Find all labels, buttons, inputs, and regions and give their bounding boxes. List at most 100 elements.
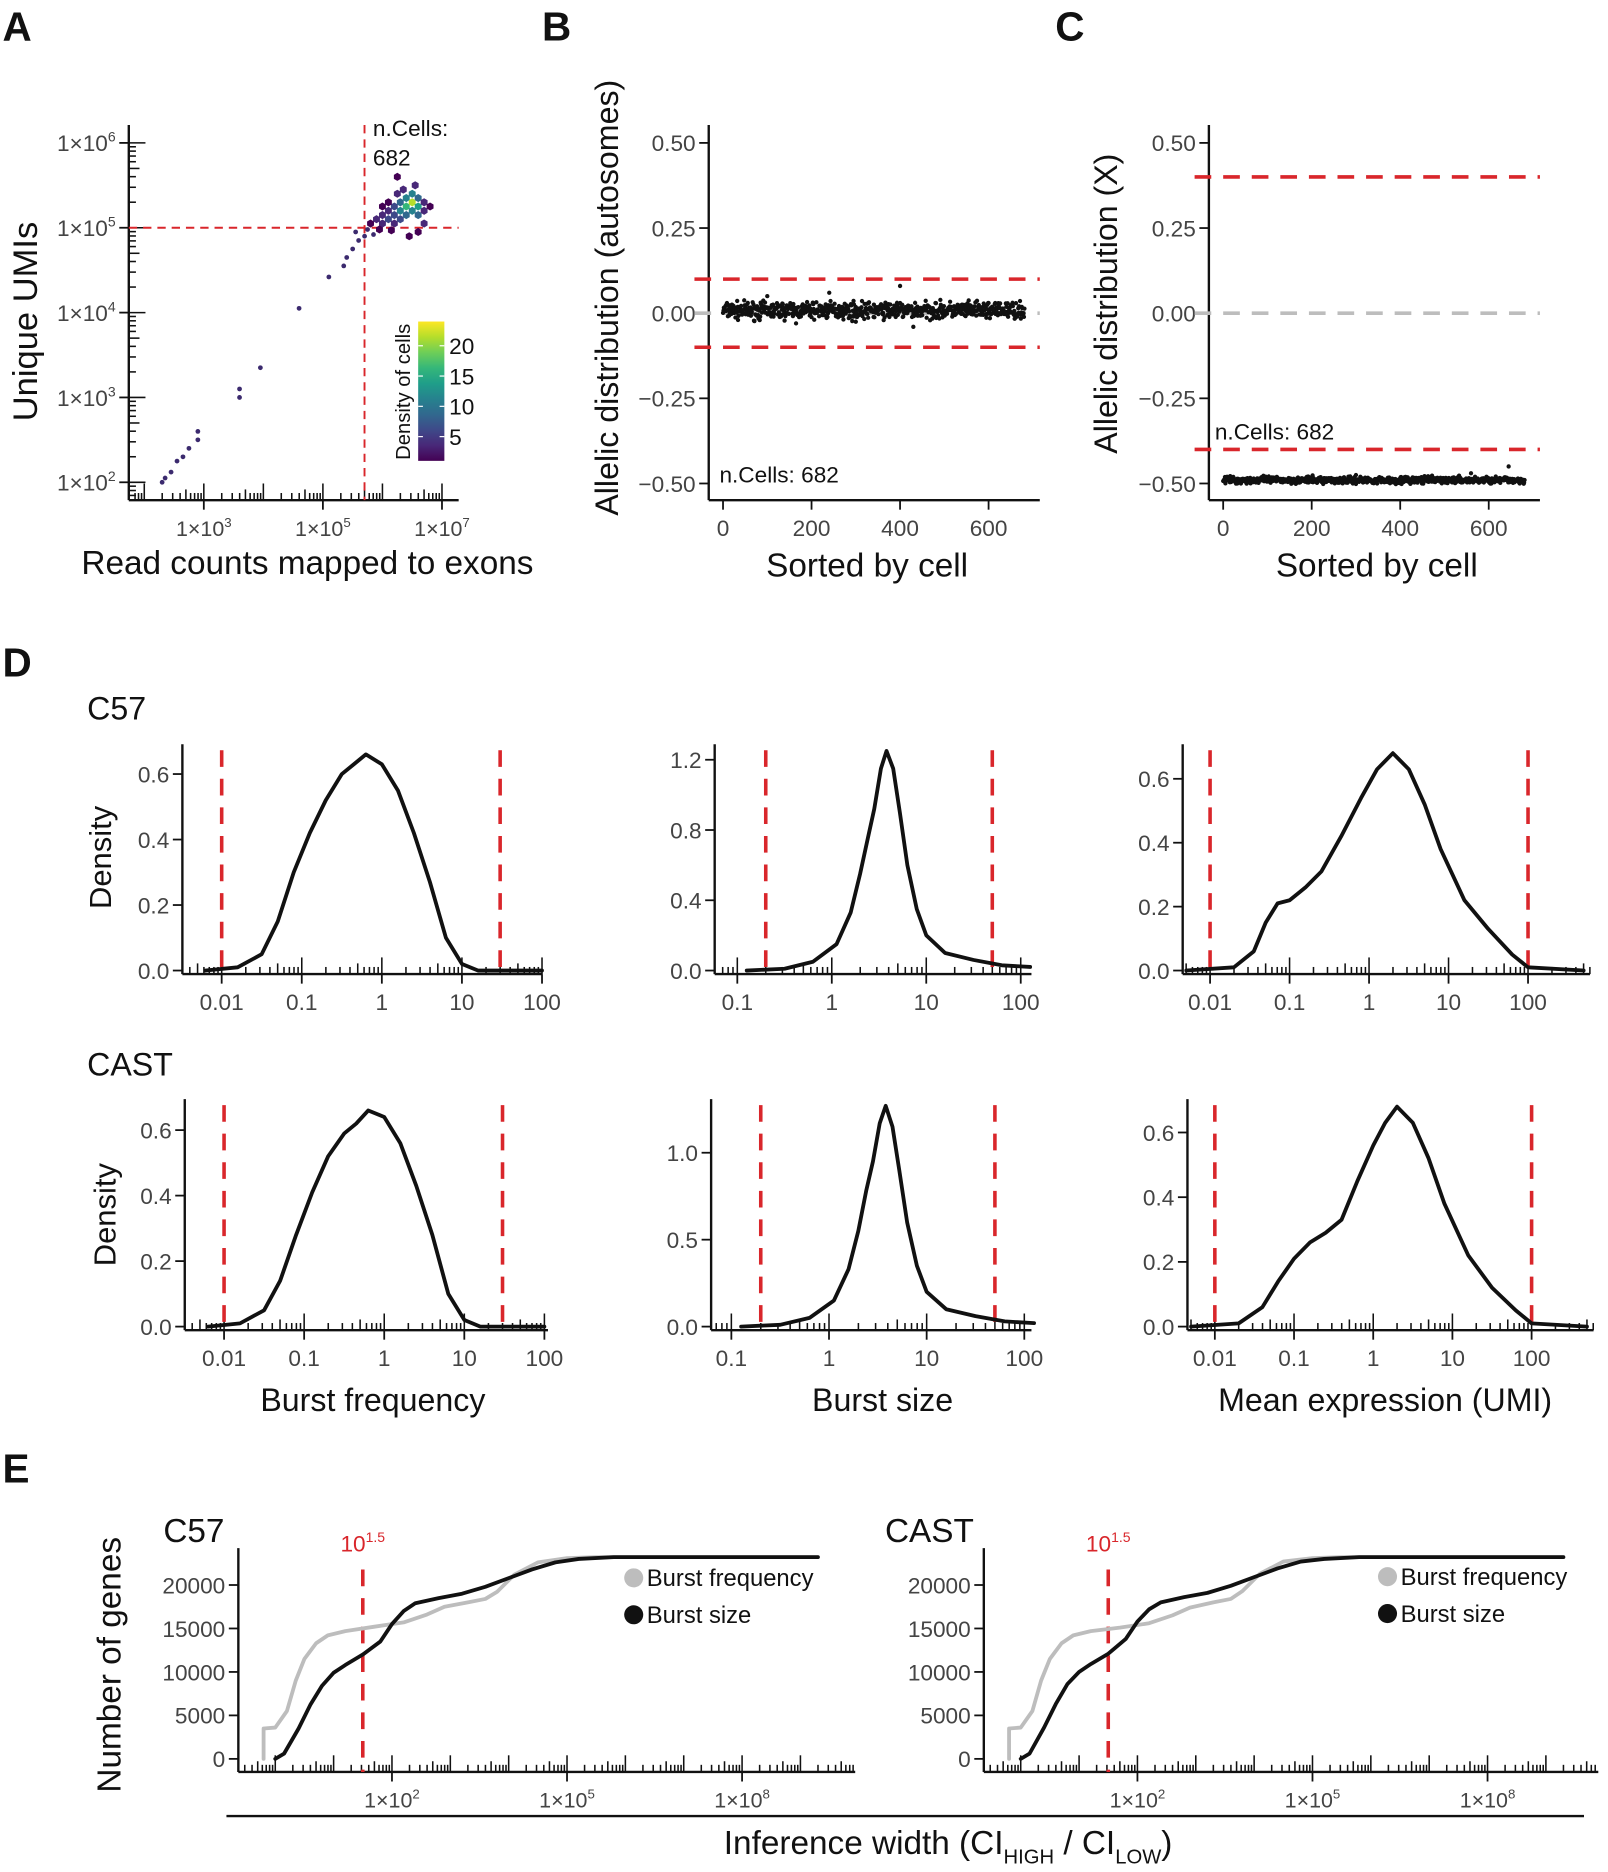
legend-label-burst-frequency: Burst frequency	[1401, 1564, 1568, 1591]
b-x-axis-label: Sorted by cell	[766, 547, 968, 584]
e-xlabel-part: )	[1161, 1825, 1172, 1862]
d-y-axis-label-top: Density	[83, 805, 118, 909]
x-tick-label: 200	[793, 516, 831, 541]
y-tick-label: 10000	[162, 1660, 225, 1685]
data-point	[1522, 477, 1527, 483]
y-tick-label: 1.0	[667, 1141, 698, 1166]
e-y-axis-label: Number of genes	[91, 1537, 128, 1793]
y-tick-label: −0.25	[1139, 387, 1196, 412]
hexbin	[390, 211, 398, 220]
series-line-burst-frequency	[1007, 1555, 1566, 1761]
data-point	[195, 429, 201, 434]
a-ncells-value: 682	[373, 146, 411, 171]
hexbin	[402, 193, 410, 203]
d-y-axis-label-bottom: Density	[88, 1163, 123, 1267]
data-point	[828, 298, 833, 304]
e-left-legend: Burst frequency Burst size	[624, 1565, 814, 1629]
data-point	[968, 303, 973, 308]
data-point	[897, 283, 903, 289]
data-point	[1010, 304, 1016, 309]
data-point	[168, 469, 174, 475]
x-tick-label: 1×105	[1285, 1787, 1341, 1813]
x-tick-label: 1×105	[295, 515, 351, 541]
hexbin	[387, 226, 395, 235]
y-tick-label: 15000	[908, 1617, 971, 1642]
data-point	[758, 314, 763, 319]
y-tick-label: 1×102	[57, 468, 116, 496]
x-tick-label: 100	[1002, 990, 1040, 1015]
data-point	[859, 305, 864, 310]
data-point	[350, 246, 356, 252]
hexbin	[414, 193, 422, 203]
data-point	[786, 311, 792, 317]
data-point	[793, 321, 799, 326]
panel-d6: 0.01 0.1 1 10 100 0.0 0.2 0.4 0.6	[1143, 1099, 1594, 1371]
hexbin	[367, 219, 374, 228]
e-xlabel-sub-high: HIGH	[1003, 1847, 1054, 1869]
y-tick-label: 0.6	[1138, 767, 1169, 792]
data-point	[1021, 314, 1027, 320]
data-point	[237, 386, 242, 392]
y-tick-label: 0.25	[1152, 216, 1196, 241]
data-point	[365, 227, 370, 232]
data-point	[296, 305, 302, 311]
hexbin	[393, 172, 401, 181]
x-tick-label: 0.1	[716, 1346, 747, 1371]
data-point	[930, 306, 935, 311]
y-tick-label: 0	[958, 1747, 971, 1772]
x-tick-label: 1×102	[364, 1787, 420, 1813]
panel-c: 0 200 400 600 0.50 0.25 0.00 −0.25 −0.50	[1139, 125, 1540, 541]
y-tick-label: 1×104	[57, 298, 116, 326]
colorbar: 5 10 15 20	[418, 321, 474, 461]
y-tick-label: 0.50	[1152, 131, 1196, 156]
data-point	[887, 314, 892, 320]
x-tick-label: 400	[881, 516, 919, 541]
data-point	[765, 294, 770, 299]
hexbin	[393, 189, 401, 198]
x-tick-label: 100	[523, 990, 561, 1015]
d-row-label-c57: C57	[87, 690, 146, 726]
data-point	[832, 301, 837, 306]
colorbar-tick-label: 5	[449, 425, 462, 450]
a-colorbar-title: Density of cells	[393, 324, 415, 460]
y-tick-label: 20000	[908, 1573, 971, 1598]
d-x-axis-label-burst-size: Burst size	[812, 1382, 953, 1418]
y-tick-label: 0.50	[652, 131, 696, 156]
data-point	[734, 310, 739, 315]
data-point	[736, 313, 741, 318]
x-tick-label: 0	[717, 516, 730, 541]
x-tick-label: 10	[914, 990, 939, 1015]
data-point	[344, 255, 350, 260]
legend-label-burst-size: Burst size	[647, 1602, 751, 1629]
hexbin	[384, 206, 392, 215]
y-tick-label: 0.0	[1138, 959, 1169, 984]
data-point	[993, 300, 998, 306]
data-point	[796, 304, 801, 310]
threshold-label: 101.5	[1086, 1529, 1131, 1557]
y-tick-label: 1×106	[57, 129, 116, 157]
x-tick-label: 0.01	[1188, 990, 1232, 1015]
hexbin	[420, 206, 428, 215]
data-point	[866, 315, 871, 320]
data-point	[195, 437, 201, 443]
panel-letter-a: A	[3, 3, 32, 49]
x-tick-label: 1×108	[1460, 1787, 1516, 1813]
data-point	[1005, 301, 1010, 306]
data-point	[1022, 306, 1027, 311]
data-point	[824, 305, 829, 311]
y-tick-label: 15000	[162, 1617, 225, 1642]
y-tick-label: 0.5	[667, 1228, 698, 1253]
x-tick-label: 1	[823, 1346, 836, 1371]
series-line-burst-size	[1018, 1555, 1566, 1761]
e-right-title: CAST	[885, 1513, 974, 1550]
hexbin	[384, 198, 392, 207]
y-tick-label: 0.0	[1143, 1315, 1174, 1340]
y-tick-label: 0.6	[1143, 1121, 1174, 1146]
data-point	[371, 232, 376, 237]
data-point	[762, 300, 768, 305]
hexbin	[373, 215, 380, 224]
legend-marker-burst-size	[1377, 1604, 1398, 1624]
data-point	[159, 479, 165, 485]
y-tick-label: 0.0	[138, 959, 169, 984]
data-point	[901, 314, 906, 319]
